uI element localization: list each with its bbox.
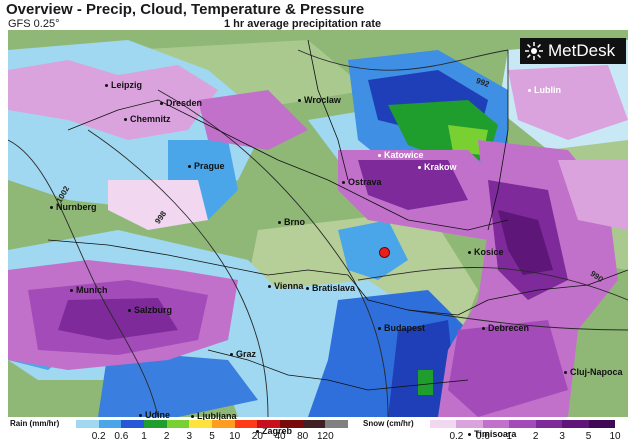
snow-area xyxy=(108,180,208,230)
scale-tick: 0.6 xyxy=(475,431,490,442)
brand-name: MetDesk xyxy=(548,41,616,60)
border-line xyxy=(487,269,628,301)
scale-tick: 1 xyxy=(141,431,147,442)
scale-tick: 80 xyxy=(297,431,309,442)
scale-tick: 2 xyxy=(532,431,539,442)
border-line xyxy=(207,349,469,391)
rain-legend-title: Rain (mm/hr) xyxy=(10,419,60,428)
city-label-brno: Brno xyxy=(278,217,305,227)
snow-color-scale xyxy=(430,420,615,428)
scale-swatch xyxy=(76,420,99,428)
isobar-line xyxy=(157,89,389,417)
city-label-bratislava: Bratislava xyxy=(306,283,355,293)
scale-tick: 5 xyxy=(585,431,592,442)
scale-tick: 5 xyxy=(209,431,215,442)
city-label-budapest: Budapest xyxy=(378,323,425,333)
snow-area xyxy=(508,65,628,140)
snow-area xyxy=(358,160,468,210)
scale-tick: 3 xyxy=(186,431,193,442)
scale-swatch xyxy=(456,420,483,428)
city-label-wroclaw: Wroclaw xyxy=(298,95,341,105)
city-label-udine: Udine xyxy=(139,410,170,420)
city-label-vienna: Vienna xyxy=(268,281,303,291)
rain-moderate-area xyxy=(338,220,408,280)
city-label-dresden: Dresden xyxy=(160,98,202,108)
rain-heavy-area xyxy=(388,320,458,417)
city-label-nurnberg: Nurnberg xyxy=(50,202,97,212)
scale-swatch xyxy=(325,420,349,428)
city-label-salzburg: Salzburg xyxy=(128,305,172,315)
scale-swatch xyxy=(535,420,563,428)
rain-intense-area xyxy=(418,370,433,395)
scale-swatch xyxy=(509,420,536,428)
border-line xyxy=(347,274,489,316)
scale-tick: 3 xyxy=(559,431,565,442)
scale-swatch xyxy=(189,420,213,428)
city-label-ljubljana: Ljubljana xyxy=(191,411,237,421)
scale-tick: 20 xyxy=(251,431,263,442)
snow-area xyxy=(558,160,628,230)
city-label-debrecen: Debrecen xyxy=(482,323,529,333)
legend: Rain (mm/hr) 0.2 0.6 1 2 3 5 10 20 40 80 120 Snow … xyxy=(0,418,631,444)
rain-intense-area xyxy=(448,125,488,155)
scale-swatch xyxy=(280,420,303,428)
product-label: 1 hr average precipitation rate xyxy=(224,18,382,30)
scale-swatch xyxy=(562,420,589,428)
scale-swatch xyxy=(430,420,457,428)
scale-tick: 1 xyxy=(506,431,513,442)
scale-swatch xyxy=(257,420,281,428)
model-label: GFS 0.25° xyxy=(8,18,60,30)
scale-swatch xyxy=(234,420,258,428)
scale-swatch xyxy=(98,420,122,428)
border-line xyxy=(67,99,509,231)
map-title: Overview - Precip, Cloud, Temperature & … xyxy=(6,1,365,18)
snow-area xyxy=(448,320,568,417)
scale-swatch xyxy=(212,420,235,428)
city-label-kosice: Kosice xyxy=(468,247,504,257)
rain-moderate-area xyxy=(98,350,258,417)
scale-swatch xyxy=(144,420,167,428)
scale-swatch xyxy=(588,420,615,428)
rain-color-scale xyxy=(76,420,349,428)
scale-tick: 120 xyxy=(316,431,334,442)
city-label-katowice: Katowice xyxy=(378,150,424,160)
city-label-chemnitz: Chemnitz xyxy=(124,114,171,124)
isobar-line xyxy=(87,129,269,417)
scale-swatch xyxy=(302,420,326,428)
scale-tick: 0.6 xyxy=(114,431,129,442)
country-borders xyxy=(47,39,628,391)
scale-swatch xyxy=(482,420,510,428)
border-line xyxy=(307,39,349,181)
scale-tick: 0.2 xyxy=(449,431,464,442)
isobar-line xyxy=(357,267,628,301)
scale-tick: 10 xyxy=(229,431,241,442)
metdesk-logo-icon xyxy=(525,42,543,60)
metdesk-logo: MetDesk xyxy=(520,38,626,64)
city-label-krakow: Krakow xyxy=(418,162,457,172)
city-label-munich: Munich xyxy=(70,285,108,295)
city-label-cluj-napoca: Cluj-Napoca xyxy=(564,367,623,377)
snow-legend-title: Snow (cm/hr) xyxy=(363,419,414,428)
city-label-lublin: Lublin xyxy=(528,85,561,95)
scale-tick: 40 xyxy=(274,431,286,442)
city-label-prague: Prague xyxy=(188,161,225,171)
city-label-zagreb: Zagreb xyxy=(256,426,292,436)
scale-tick: 2 xyxy=(163,431,170,442)
city-label-graz: Graz xyxy=(230,349,256,359)
scale-swatch xyxy=(166,420,190,428)
scale-swatch xyxy=(121,420,145,428)
city-label-leipzig: Leipzig xyxy=(105,80,142,90)
scale-tick: 10 xyxy=(609,431,621,442)
border-line xyxy=(47,239,349,276)
city-label-ostrava: Ostrava xyxy=(342,177,382,187)
isobar-line xyxy=(297,49,509,71)
border-line xyxy=(487,50,509,231)
scale-tick: 0.2 xyxy=(91,431,106,442)
location-marker[interactable] xyxy=(379,247,390,258)
snow-area xyxy=(498,210,553,275)
city-label-timisoara: Timisoara xyxy=(468,429,516,439)
